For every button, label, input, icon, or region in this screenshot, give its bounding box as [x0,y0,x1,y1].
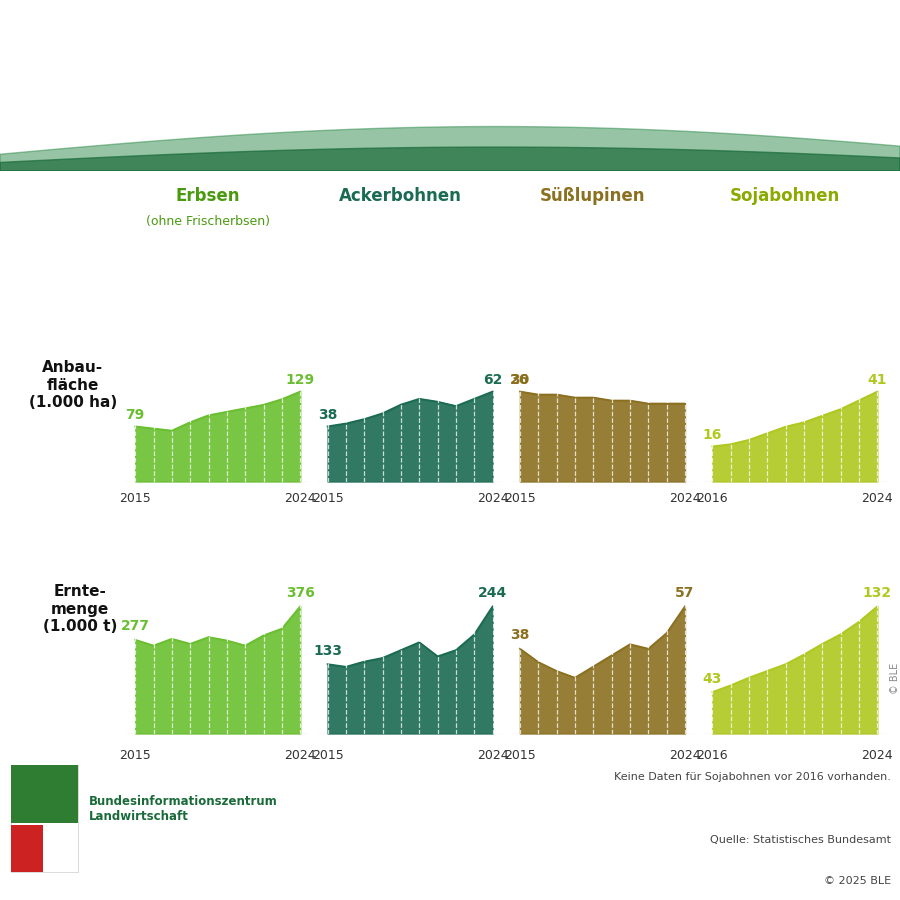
Text: 26: 26 [510,373,529,387]
Bar [11,824,43,871]
Text: 2024: 2024 [861,749,893,761]
Text: © 2025 BLE: © 2025 BLE [824,876,891,886]
Text: Hülsenfrüchten in Deutschland: Hülsenfrüchten in Deutschland [170,91,730,122]
Text: Ernte-
menge
(1.000 t): Ernte- menge (1.000 t) [42,584,117,634]
Text: 376: 376 [286,586,315,600]
Text: Anbau-
fläche
(1.000 ha): Anbau- fläche (1.000 ha) [29,360,117,410]
Bar [11,764,78,871]
Text: 244: 244 [478,586,508,600]
Bar [11,764,78,824]
Text: Keine Daten für Sojabohnen vor 2016 vorhanden.: Keine Daten für Sojabohnen vor 2016 vorh… [614,772,891,782]
Text: 277: 277 [121,619,149,634]
Text: 57: 57 [675,586,695,600]
Text: 2024: 2024 [284,749,316,761]
Text: Quelle: Statistisches Bundesamt: Quelle: Statistisches Bundesamt [710,835,891,845]
Text: 2024: 2024 [284,492,316,505]
Text: Ackerbohnen: Ackerbohnen [339,186,462,204]
Text: 2024: 2024 [669,492,701,505]
Text: 2015: 2015 [120,492,151,505]
Bar [43,824,78,871]
Text: 2015: 2015 [120,749,151,761]
Text: 38: 38 [510,628,529,643]
Text: 132: 132 [863,586,892,600]
Text: Anbauflächen und Erntemengen von: Anbauflächen und Erntemengen von [122,31,778,62]
Text: 79: 79 [125,408,145,422]
Text: 41: 41 [868,373,887,387]
Text: 43: 43 [703,671,722,686]
Text: 2024: 2024 [477,749,508,761]
Text: 133: 133 [313,644,342,658]
Text: 2015: 2015 [504,749,536,761]
Text: 2015: 2015 [504,492,536,505]
Text: 2016: 2016 [697,492,728,505]
Text: 2024: 2024 [669,749,701,761]
Text: © BLE: © BLE [890,662,900,694]
Text: Süßlupinen: Süßlupinen [540,186,645,204]
Text: Sojabohnen: Sojabohnen [730,186,841,204]
Text: Erbsen: Erbsen [176,186,240,204]
Text: 62: 62 [483,373,502,387]
Text: 2024: 2024 [477,492,508,505]
Text: Bundesinformationszentrum
Landwirtschaft: Bundesinformationszentrum Landwirtschaft [89,795,278,823]
Text: 2024: 2024 [861,492,893,505]
Text: 16: 16 [703,428,722,442]
Text: 2016: 2016 [697,749,728,761]
Text: 2015: 2015 [311,749,344,761]
Text: 2015: 2015 [311,492,344,505]
Text: 129: 129 [285,373,315,387]
Text: (ohne Frischerbsen): (ohne Frischerbsen) [146,214,270,228]
Text: 30: 30 [510,373,529,387]
Text: 38: 38 [318,408,338,422]
